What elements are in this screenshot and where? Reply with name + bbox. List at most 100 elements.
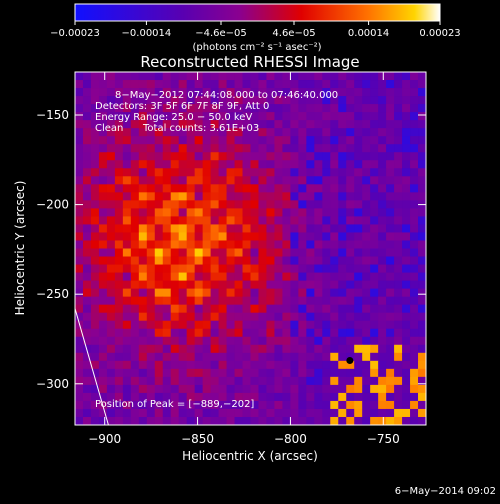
heatmap-cell (98, 176, 108, 185)
heatmap-cell (410, 240, 419, 249)
heatmap-cell (178, 80, 188, 89)
heatmap-cell (370, 416, 379, 425)
heatmap-cell (410, 128, 419, 137)
heatmap-cell (194, 312, 204, 322)
heatmap-cell (114, 72, 124, 81)
annotation-time-range: 8−May−2012 07:44:08.000 to 07:46:40.000 (115, 90, 338, 101)
heatmap-cell (218, 384, 227, 394)
heatmap-cell (106, 168, 116, 177)
heatmap-cell (75, 256, 84, 265)
heatmap-cell (402, 80, 411, 89)
heatmap-cell (298, 200, 307, 209)
heatmap-cell (410, 168, 419, 177)
heatmap-cell (82, 352, 92, 362)
heatmap-cell (402, 104, 411, 113)
heatmap-cell (250, 208, 259, 217)
heatmap-cell (75, 152, 84, 161)
heatmap-cell (154, 320, 164, 330)
heatmap-cell (154, 184, 164, 193)
heatmap-cell (274, 168, 283, 177)
heatmap-cell (394, 112, 403, 121)
heatmap-cell (186, 280, 196, 290)
heatmap-cell (234, 336, 243, 346)
heatmap-cell (290, 336, 299, 346)
heatmap-cell (354, 248, 363, 257)
heatmap-cell (386, 208, 395, 217)
heatmap-cell (218, 72, 227, 81)
heatmap-cell (82, 184, 92, 193)
heatmap-cell (186, 368, 196, 378)
heatmap-cell (410, 152, 419, 161)
heatmap-cell (322, 232, 331, 241)
heatmap-cell (306, 288, 315, 298)
heatmap-cell (82, 408, 92, 418)
heatmap-cell (394, 72, 403, 81)
heatmap-cell (130, 416, 140, 425)
heatmap-cell (234, 128, 243, 137)
heatmap-cell (210, 240, 219, 249)
heatmap-cell (178, 312, 188, 322)
heatmap-cell (298, 312, 307, 322)
heatmap-cell (226, 240, 235, 249)
heatmap-cell (210, 328, 219, 338)
heatmap-cell (306, 184, 315, 193)
heatmap-cell (122, 360, 132, 370)
heatmap-cell (218, 352, 227, 362)
heatmap-cell (330, 384, 339, 394)
heatmap-cell (82, 312, 92, 322)
heatmap-cell (330, 328, 339, 338)
heatmap-cell (210, 400, 219, 410)
heatmap-cell (202, 352, 212, 362)
heatmap-cell (130, 304, 140, 314)
heatmap-cell (370, 208, 379, 217)
heatmap-cell (346, 144, 355, 153)
heatmap-cell (90, 104, 100, 113)
heatmap-cell (210, 304, 219, 314)
heatmap-cell (226, 80, 235, 89)
heatmap-cell (202, 360, 212, 370)
heatmap-cell (338, 80, 347, 89)
heatmap-cell (106, 392, 116, 402)
heatmap-cell (75, 184, 84, 193)
heatmap-cell (354, 352, 363, 362)
heatmap-cell (154, 376, 164, 386)
heatmap-cell (226, 304, 235, 314)
heatmap-cell (338, 360, 347, 370)
heatmap-cell (314, 144, 323, 153)
heatmap-cell (170, 152, 180, 161)
heatmap-cell (106, 384, 116, 394)
heatmap-cell (258, 288, 267, 298)
heatmap-cell (90, 152, 100, 161)
heatmap-cell (330, 224, 339, 233)
heatmap-cell (210, 248, 219, 257)
heatmap-cell (90, 272, 100, 281)
heatmap-cell (210, 136, 219, 145)
heatmap-cell (402, 200, 411, 209)
heatmap-cell (130, 112, 140, 121)
heatmap-cell (218, 320, 227, 330)
heatmap-cell (322, 408, 331, 418)
heatmap-cell (402, 152, 411, 161)
heatmap-cell (394, 128, 403, 137)
heatmap-cell (322, 416, 331, 425)
heatmap-cell (202, 136, 212, 145)
heatmap-cell (370, 248, 379, 257)
heatmap-cell (82, 200, 92, 209)
heatmap-cell (322, 280, 331, 290)
heatmap-cell (106, 176, 116, 185)
heatmap-cell (106, 208, 116, 217)
heatmap-cell (266, 144, 275, 153)
heatmap-cell (122, 400, 132, 410)
heatmap-cell (226, 272, 235, 281)
heatmap-cell (178, 328, 188, 338)
heatmap-cell (154, 224, 164, 233)
heatmap-cell (194, 224, 204, 233)
heatmap-cell (266, 136, 275, 145)
heatmap-cell (266, 200, 275, 209)
heatmap-cell (362, 392, 371, 402)
heatmap-cell (202, 416, 212, 425)
heatmap-cell (410, 192, 419, 201)
heatmap-cell (314, 128, 323, 137)
heatmap-cell (298, 112, 307, 121)
heatmap-cell (346, 128, 355, 137)
